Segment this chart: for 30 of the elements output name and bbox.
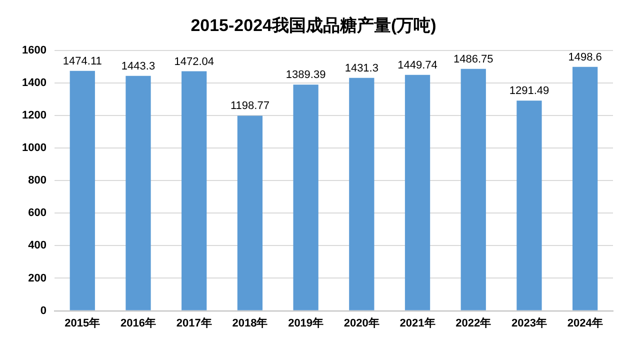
- data-label: 1389.39: [286, 69, 326, 82]
- data-label: 1472.04: [174, 56, 214, 68]
- y-tick-label: 1600: [22, 44, 46, 56]
- x-tick-label: 2016年: [120, 316, 156, 330]
- x-tick-label: 2020年: [344, 316, 380, 330]
- x-tick-label: 2024年: [567, 316, 603, 330]
- data-label: 1449.74: [398, 59, 438, 72]
- y-tick-label: 1400: [22, 76, 46, 89]
- data-label: 1474.11: [62, 55, 102, 68]
- x-tick-label: 2022年: [456, 316, 492, 330]
- x-tick-label: 2023年: [511, 316, 547, 330]
- data-label: 1443.3: [121, 60, 156, 72]
- data-label: 1198.77: [230, 100, 270, 112]
- y-tick-label: 200: [28, 272, 46, 284]
- y-tick-label: 800: [28, 174, 46, 187]
- y-tick-label: 0: [40, 304, 46, 317]
- x-tick-label: 2018年: [232, 316, 268, 330]
- x-tick-label: 2015年: [64, 316, 100, 330]
- y-tick-label: 400: [28, 240, 46, 252]
- data-label: 1431.3: [344, 62, 378, 74]
- chart-title: 2015-2024我国成品糖产量(万吨): [190, 16, 436, 35]
- x-tick-label: 2017年: [176, 316, 212, 330]
- y-tick-label: 1000: [22, 142, 46, 154]
- y-tick-label: 600: [28, 207, 46, 220]
- data-label: 1486.75: [453, 53, 494, 66]
- x-tick-label: 2019年: [288, 316, 324, 330]
- x-tick-label: 2021年: [400, 316, 436, 330]
- data-label: 1498.6: [568, 51, 602, 64]
- y-tick-label: 1200: [22, 110, 46, 122]
- data-label: 1291.49: [509, 85, 550, 98]
